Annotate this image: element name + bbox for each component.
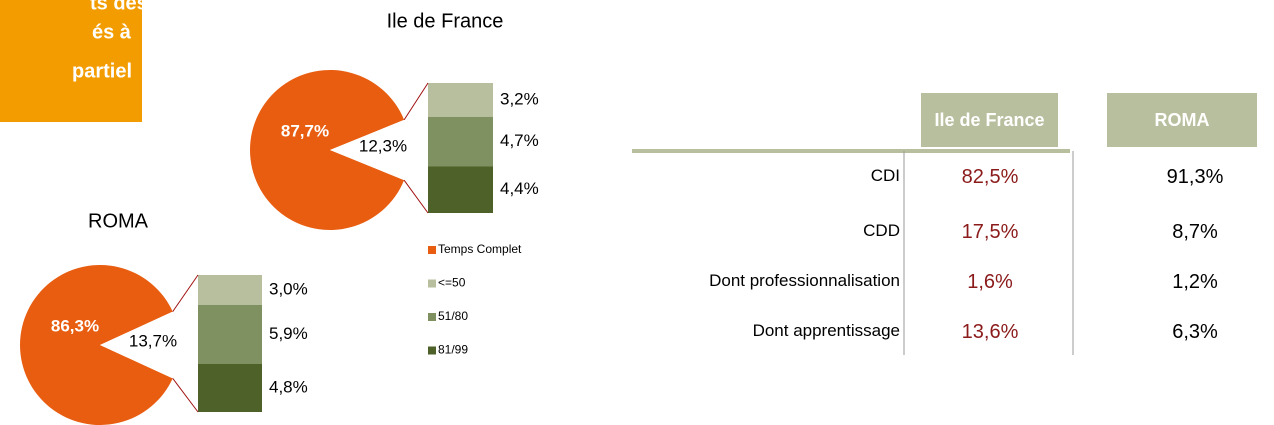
bar-label: 3,0%	[269, 279, 308, 298]
bar-label: 4,8%	[269, 377, 308, 396]
chart-title: ROMA	[88, 210, 149, 232]
slice-label: 12,3%	[359, 136, 407, 155]
column-header: ROMA	[1107, 93, 1257, 147]
legend-swatch	[428, 313, 436, 321]
cell: 6,3%	[1172, 321, 1218, 343]
cell: 17,5%	[961, 221, 1019, 243]
row-label: CDI	[870, 166, 900, 185]
legend-swatch	[428, 246, 436, 254]
slice-label: 87,7%	[281, 121, 329, 140]
slice-label: 86,3%	[51, 316, 99, 335]
bar-label: 4,7%	[500, 131, 539, 150]
bar-segment	[428, 166, 493, 213]
chart-title: Ile de France	[387, 10, 504, 32]
cell: 82,5%	[961, 166, 1019, 188]
cell: 8,7%	[1172, 221, 1218, 243]
bar-label: 3,2%	[500, 89, 539, 108]
legend-swatch	[428, 346, 436, 355]
legend-label: Temps Complet	[438, 242, 522, 256]
bar-segment	[198, 305, 262, 364]
connector	[172, 378, 199, 413]
legend-label: 81/99	[438, 343, 468, 357]
cell: 13,6%	[961, 321, 1019, 343]
pie-slice	[100, 311, 181, 379]
bar-label: 5,9%	[269, 324, 308, 343]
bar-segment	[428, 116, 493, 167]
title-line: ts des	[90, 0, 148, 14]
cell: 1,2%	[1172, 271, 1218, 293]
title-line: partiel	[72, 60, 132, 82]
bar-label: 4,4%	[500, 179, 539, 198]
bar-segment	[428, 83, 493, 117]
bar-segment	[198, 364, 262, 412]
column-header: Ile de France	[921, 93, 1058, 147]
legend-label: 51/80	[438, 309, 468, 323]
legend-label: <=50	[438, 276, 466, 290]
pie-slice	[250, 70, 405, 230]
row-label: Dont professionnalisation	[709, 271, 900, 290]
pie-slice	[330, 119, 410, 181]
row-label: CDD	[863, 221, 900, 240]
bar-segment	[198, 275, 262, 305]
title-box	[0, 0, 142, 122]
slice-label: 13,7%	[129, 331, 177, 350]
row-label: Dont apprentissage	[752, 321, 900, 340]
connector	[403, 82, 429, 121]
cell: 91,3%	[1166, 166, 1224, 188]
cell: 1,6%	[967, 271, 1013, 293]
connector	[172, 274, 199, 312]
connector	[403, 179, 429, 214]
title-line: és à	[92, 21, 132, 43]
pie-slice	[20, 265, 173, 425]
legend-swatch	[428, 279, 436, 288]
